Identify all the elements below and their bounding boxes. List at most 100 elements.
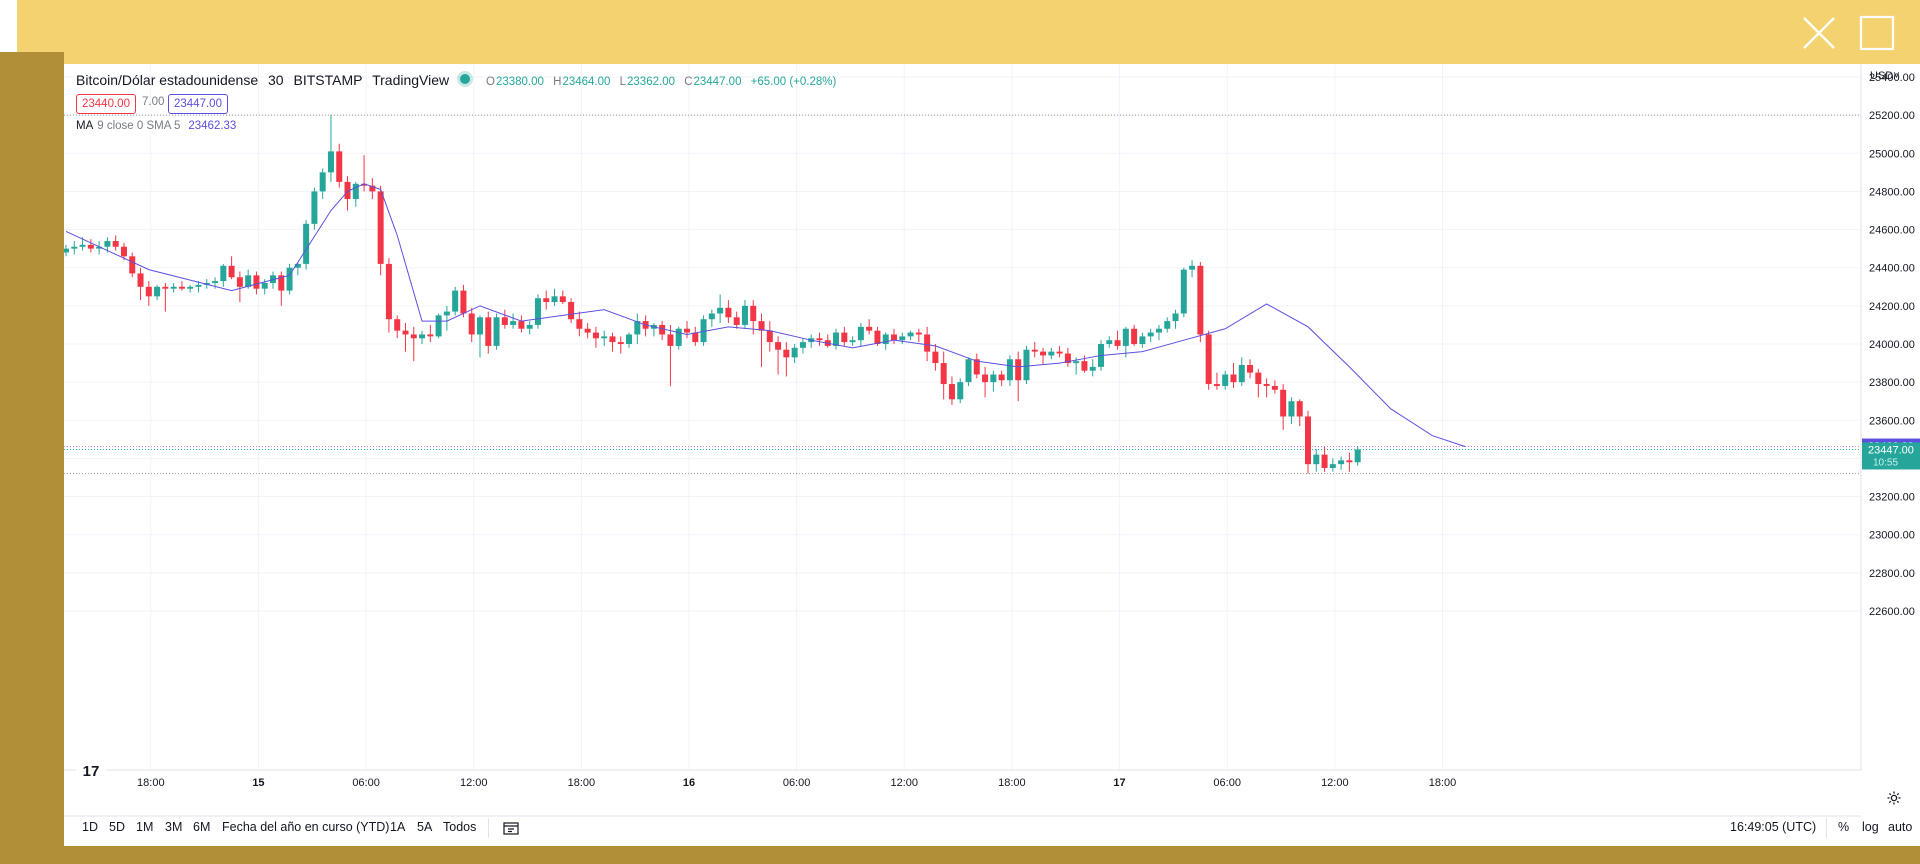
close-icon[interactable] xyxy=(1800,14,1838,52)
time-tick-label: 06:00 xyxy=(1213,777,1241,789)
candle-up xyxy=(1106,340,1113,344)
candle-up xyxy=(1222,374,1229,386)
time-tick-label: 12:00 xyxy=(891,777,919,789)
candle-up xyxy=(510,321,517,325)
candle-down xyxy=(816,338,823,341)
candle-down xyxy=(1321,454,1328,468)
candle-down xyxy=(998,374,1005,381)
maximize-icon[interactable] xyxy=(1858,14,1896,52)
candle-down xyxy=(336,151,343,182)
candle-up xyxy=(170,286,177,289)
candle-up xyxy=(64,248,69,253)
ma-value: 23462.33 xyxy=(188,120,237,132)
price-chart[interactable]: 25400.00 25200.00 25000.00 24800.00 24600.00… xyxy=(64,64,1920,846)
chevron-down-icon: ˅ xyxy=(1893,70,1900,82)
ohlc-values: O23380.00 H23464.00 L23362.00 C23447.00 … xyxy=(486,76,842,88)
candle-down xyxy=(278,275,285,291)
low-value: 23362.00 xyxy=(627,76,675,88)
candle-down xyxy=(924,334,931,352)
timeframe-ytd[interactable]: Fecha del año en curso (YTD) xyxy=(222,820,390,834)
candle-down xyxy=(1114,340,1121,346)
candle-down xyxy=(915,332,922,335)
date-range-icon[interactable] xyxy=(502,820,520,838)
candle-up xyxy=(700,319,707,343)
price-tick-label: 23000.00 xyxy=(1869,530,1915,542)
change-value: +65.00 (+0.28%) xyxy=(750,76,837,88)
sell-button[interactable]: 23440.00 xyxy=(76,94,136,114)
utc-clock[interactable]: 16:49:05 (UTC) xyxy=(1730,820,1817,834)
candle-up xyxy=(154,286,161,297)
candle-up xyxy=(1048,351,1055,356)
currency-selector[interactable]: USD˅ xyxy=(1870,70,1900,82)
percent-scale-toggle[interactable]: % xyxy=(1838,820,1850,834)
timeframe-5a[interactable]: 5A xyxy=(417,820,433,834)
candle-up xyxy=(1139,336,1146,344)
timeframe-1d[interactable]: 1D xyxy=(82,820,98,834)
time-tick-label: 12:00 xyxy=(460,777,488,789)
time-tick-label: 06:00 xyxy=(352,777,380,789)
candle-up xyxy=(352,183,359,200)
candle-up xyxy=(708,313,715,320)
candle-up xyxy=(104,241,111,247)
candle-up xyxy=(1329,464,1336,468)
candle-down xyxy=(948,384,955,400)
timeframe-1m[interactable]: 1M xyxy=(136,820,154,834)
timeframe-1a[interactable]: 1A xyxy=(390,820,406,834)
price-tick-label: 24800.00 xyxy=(1869,186,1915,198)
timeframe-5d[interactable]: 5D xyxy=(109,820,125,834)
log-scale-toggle[interactable]: log xyxy=(1862,820,1879,834)
ma-legend[interactable]: MA 9 close 0 SMA 5 23462.33 xyxy=(76,120,236,132)
candle-down xyxy=(891,334,897,341)
candle-down xyxy=(228,265,235,278)
price-tick-label: 24400.00 xyxy=(1869,263,1915,275)
symbol-name[interactable]: Bitcoin/Dólar estadounidense xyxy=(76,72,259,88)
candle-down xyxy=(750,305,757,322)
candle-up xyxy=(601,336,608,339)
last-price-badge-label: 23447.00 xyxy=(1868,444,1914,456)
candle-down xyxy=(1205,334,1212,385)
candle-down xyxy=(766,330,773,343)
candle-down xyxy=(427,334,434,337)
auto-scale-toggle[interactable]: auto xyxy=(1888,820,1913,834)
candle-up xyxy=(319,172,326,192)
candle-down xyxy=(592,332,599,339)
candle-down xyxy=(568,302,575,320)
candle-up xyxy=(1338,460,1345,465)
timeframe-3m[interactable]: 3M xyxy=(165,820,183,834)
candle-down xyxy=(758,321,765,331)
timeframe-todos[interactable]: Todos xyxy=(443,820,477,834)
candle-down xyxy=(1230,374,1237,383)
settings-gear-icon[interactable] xyxy=(1886,790,1902,806)
candle-up xyxy=(1073,361,1080,364)
timeframe-6m[interactable]: 6M xyxy=(193,820,211,834)
candle-up xyxy=(1155,328,1162,333)
candle-down xyxy=(1015,359,1022,381)
timeframe-bar: 1D 5D 1M 3M 6M Fecha del año en curso (Y… xyxy=(64,816,1920,842)
candle-down xyxy=(1280,389,1287,417)
candle-up xyxy=(245,275,252,287)
candle-down xyxy=(410,334,417,339)
candle-down xyxy=(982,374,989,383)
candle-up xyxy=(1006,359,1013,381)
candle-up xyxy=(1354,449,1361,463)
candle-up xyxy=(551,296,558,303)
tradingview-logo-icon[interactable]: 17 xyxy=(76,760,106,784)
candle-down xyxy=(1040,351,1047,356)
candle-up xyxy=(311,191,318,224)
candle-up xyxy=(1147,332,1154,337)
candle-up xyxy=(899,336,906,341)
market-open-icon xyxy=(460,74,470,84)
buy-button[interactable]: 23447.00 xyxy=(168,94,228,114)
chart-area[interactable]: 25400.00 25200.00 25000.00 24800.00 24600.00… xyxy=(64,64,1920,846)
ma-line xyxy=(65,183,1466,448)
candle-up xyxy=(294,263,301,268)
price-tick-label: 23200.00 xyxy=(1869,492,1915,504)
time-tick-label: 06:00 xyxy=(783,777,811,789)
price-tick-label: 22600.00 xyxy=(1869,606,1915,618)
candle-down xyxy=(236,277,243,287)
candle-up xyxy=(477,317,483,335)
candle-down xyxy=(344,181,351,200)
high-label: H xyxy=(553,76,562,88)
time-tick-label: 18:00 xyxy=(568,777,596,789)
ma-params: 9 close 0 SMA 5 xyxy=(97,120,181,132)
